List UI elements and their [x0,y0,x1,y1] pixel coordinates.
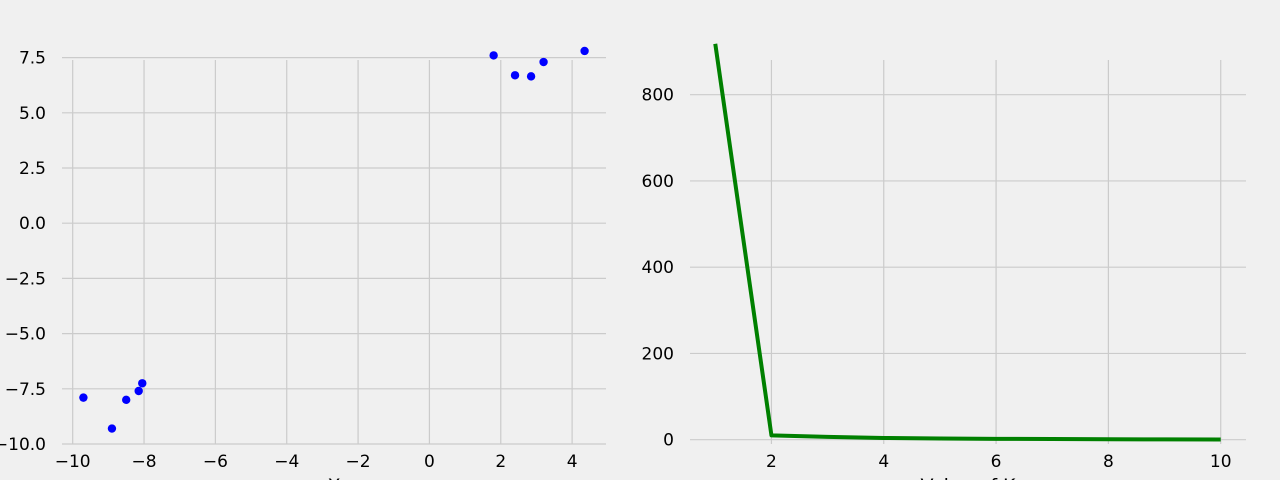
y-tick-label: −7.5 [5,380,46,400]
scatter-point [138,379,147,388]
scatter-point [79,393,88,402]
x-tick-label: 4 [567,452,578,472]
scatter-point [134,386,143,396]
y-tick-label: −10.0 [0,435,46,455]
series-line [713,43,1221,442]
y-tick-label: −2.5 [5,269,46,289]
y-tick-label: 2.5 [19,159,46,179]
x-tick-label: 4 [878,452,889,472]
x-tick-label: 2 [766,452,777,472]
scatter-point [539,57,548,67]
scatter-plot-panel: −10 −8 −6 −4 −2 0 2 4 −10.0 −7.5 −5.0 −2.5 0.0 2.5 5.0… [0,46,606,480]
y-tick-label: 800 [642,86,674,106]
y-tick-label: 7.5 [19,49,46,69]
x-tick-label: −2 [346,452,371,472]
x-tick-label: 6 [991,452,1002,472]
y-tick-label: −5.0 [5,325,46,345]
x-tick-label: −4 [274,452,299,472]
y-tick-label: 5.0 [19,104,46,124]
y-tick-label: 400 [642,258,674,278]
x-tick-label: −10 [55,452,91,472]
y-tick-label: 0.0 [19,214,46,234]
x-tick-label: 2 [495,452,506,472]
scatter-point [580,46,589,56]
x-tick-label: 8 [1103,452,1114,472]
x-tick-label: −6 [203,452,228,472]
y-tick-label: 600 [642,172,674,192]
scatter-point [107,424,117,433]
elbow-plot-panel: 2 4 6 8 10 0 200 400 600 800 Value of K [642,43,1246,480]
scatter-point [122,395,131,405]
x-axis-label: X [327,475,340,480]
scatter-point [510,71,520,80]
scatter-point [489,51,498,60]
scatter-point [526,72,536,81]
x-axis-label: Value of K [920,475,1016,480]
x-tick-label: 10 [1210,452,1232,472]
x-tick-label: 0 [424,452,435,472]
y-tick-label: 0 [663,431,674,451]
y-tick-label: 200 [642,344,674,364]
x-tick-label: −8 [132,452,157,472]
